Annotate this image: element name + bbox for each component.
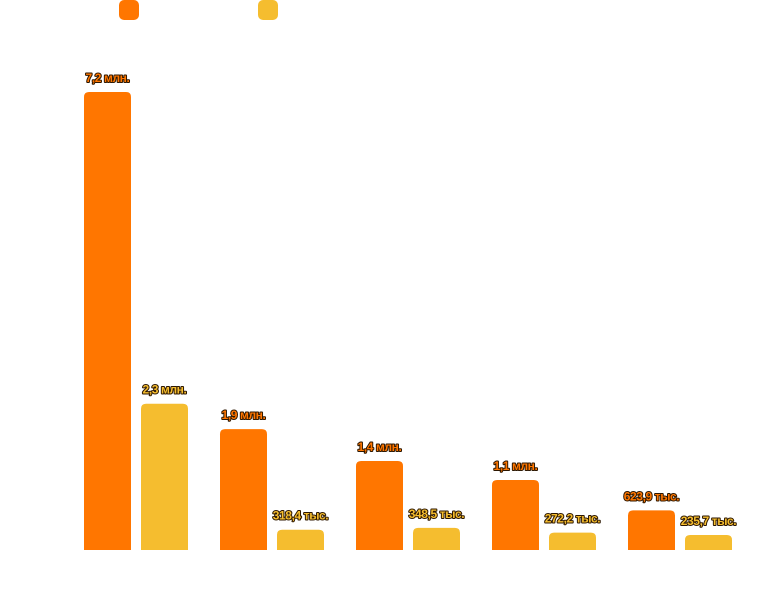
bar-series-2-category-3 [413,527,460,550]
data-label-series-2-category-4: 272,2 тыс. [545,512,601,526]
data-label-series-2-category-2: 318,4 тыс. [273,509,329,523]
bar-series-1-category-2 [220,429,267,550]
data-label-series-2-category-1: 2,3 млн. [143,383,187,397]
bar-series-2-category-2 [277,529,324,550]
data-label-series-2-category-5: 235,7 тыс. [681,514,737,528]
bar-series-1-category-4 [492,480,539,550]
bar-series-1-category-3 [356,460,403,550]
data-label-series-2-category-3: 348,5 тыс. [409,507,465,521]
data-label-series-1-category-1: 7,2 млн. [86,71,130,85]
legend-swatch-series-1 [119,0,139,20]
data-label-series-1-category-2: 1,9 млн. [222,408,266,422]
bar-series-2-category-1 [141,403,188,550]
bar-series-1-category-5 [628,510,675,550]
data-label-series-1-category-4: 1,1 млн. [494,459,538,473]
bar-series-2-category-5 [685,535,732,550]
data-label-series-1-category-3: 1,4 млн. [358,440,402,454]
bar-series-2-category-4 [549,532,596,550]
bar-series-1-category-1 [84,92,131,550]
legend-swatch-series-2 [258,0,278,20]
data-label-series-1-category-5: 623,9 тыс. [624,489,680,503]
